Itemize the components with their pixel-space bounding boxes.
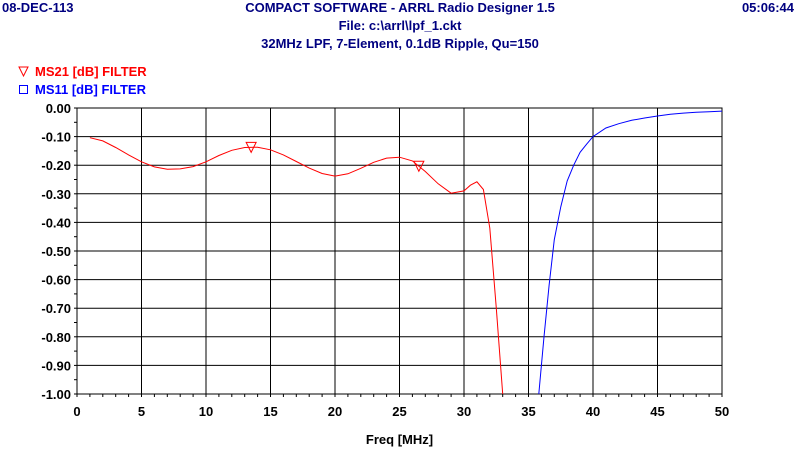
- series-lines: [89, 110, 723, 395]
- series-markers: [245, 141, 425, 173]
- minor-ticks: [74, 107, 723, 397]
- x-tick-label: 35: [521, 404, 535, 419]
- legend-label-ms21: MS21 [dB] FILTER: [35, 64, 147, 79]
- x-tick-label: 20: [328, 404, 342, 419]
- file-path: File: c:\arrl\lpf_1.ckt: [338, 18, 462, 33]
- y-tick-label: -0.70: [41, 301, 71, 316]
- grid-lines: [76, 107, 723, 395]
- x-tick-label: 50: [715, 404, 729, 419]
- print-date: 08-DEC-113: [2, 0, 74, 15]
- x-tick-label: 10: [199, 404, 213, 419]
- x-axis-label: Freq [MHz]: [366, 432, 433, 447]
- y-tick-label: -0.60: [41, 273, 71, 288]
- series-line-1: [538, 110, 723, 395]
- x-tick-label: 15: [263, 404, 277, 419]
- x-tick-label: 40: [586, 404, 600, 419]
- x-tick-labels: 0 5 10 15 20 25 30 35 40 45 50: [73, 404, 729, 419]
- circuit-description: 32MHz LPF, 7-Element, 0.1dB Ripple, Qu=1…: [261, 36, 539, 51]
- x-tick-label: 0: [73, 404, 80, 419]
- y-tick-label: -0.10: [41, 130, 71, 145]
- y-tick-label: 0.00: [46, 101, 71, 116]
- x-tick-label: 25: [392, 404, 406, 419]
- series-line-0: [89, 137, 504, 395]
- plot-frame: [76, 107, 723, 395]
- y-tick-label: -0.30: [41, 187, 71, 202]
- data-marker-triangle: [413, 160, 425, 173]
- legend-item-ms21: MS21 [dB] FILTER: [18, 64, 147, 79]
- y-tick-label: -0.40: [41, 215, 71, 230]
- data-marker-triangle: [245, 141, 257, 154]
- y-tick-label: -0.50: [41, 244, 71, 259]
- triangle-down-marker-icon: [18, 66, 29, 78]
- x-tick-label: 30: [457, 404, 471, 419]
- legend-item-ms11: MS11 [dB] FILTER: [18, 82, 146, 97]
- x-tick-label: 45: [650, 404, 664, 419]
- print-time: 05:06:44: [741, 0, 794, 15]
- x-tick-label: 5: [138, 404, 145, 419]
- y-tick-label: -0.80: [41, 330, 71, 345]
- y-tick-labels: 0.00 -0.10 -0.20 -0.30 -0.40 -0.50 -0.60 -0.70 -…: [41, 101, 71, 402]
- legend-label-ms11: MS11 [dB] FILTER: [35, 82, 146, 97]
- y-tick-label: -0.90: [41, 358, 71, 373]
- report-title: COMPACT SOFTWARE - ARRL Radio Designer 1…: [245, 0, 555, 15]
- y-tick-label: -0.20: [41, 158, 71, 173]
- y-tick-label: -1.00: [41, 387, 71, 402]
- square-marker-icon: [19, 85, 28, 94]
